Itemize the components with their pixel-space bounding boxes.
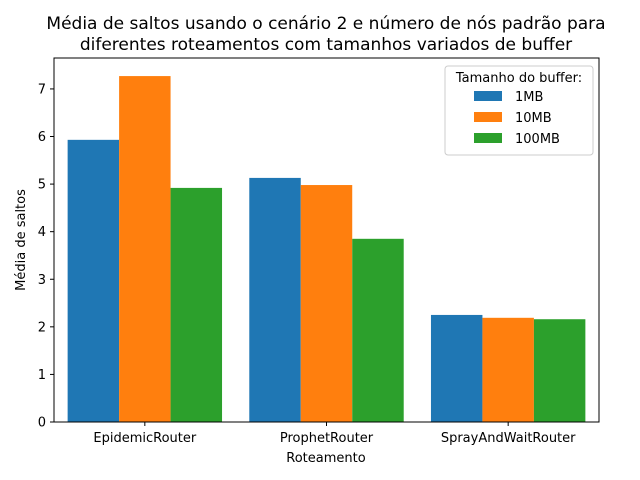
y-tick-label: 0 bbox=[38, 416, 46, 431]
legend: Tamanho do buffer: 1MB 10MB 100MB bbox=[444, 65, 594, 156]
x-tick-label: EpidemicRouter bbox=[93, 431, 196, 446]
y-tick-label: 5 bbox=[38, 178, 46, 193]
bar-1mb-epidemicrouter bbox=[67, 139, 120, 422]
legend-swatch-10mb bbox=[474, 112, 502, 122]
y-tick-label: 6 bbox=[38, 130, 46, 145]
legend-swatch-1mb bbox=[474, 91, 502, 101]
y-tick-label: 1 bbox=[38, 368, 46, 383]
y-tick-label: 2 bbox=[38, 320, 46, 335]
chart-title-line-1: Média de saltos usando o cenário 2 e núm… bbox=[46, 14, 605, 34]
x-axis: EpidemicRouter ProphetRouter SprayAndWaitR… bbox=[93, 422, 576, 446]
bar-1mb-prophetrouter bbox=[249, 177, 301, 422]
bar-100mb-sprayandwaitrouter bbox=[533, 319, 586, 422]
chart-title-line-2: diferentes roteamentos com tamanhos vari… bbox=[80, 35, 572, 55]
y-tick-label: 7 bbox=[38, 82, 46, 97]
bar-10mb-sprayandwaitrouter bbox=[482, 317, 534, 422]
x-tick-label: ProphetRouter bbox=[280, 431, 374, 446]
bar-10mb-prophetrouter bbox=[300, 185, 353, 422]
legend-label-1mb: 1MB bbox=[515, 90, 543, 105]
y-axis-label: Média de saltos bbox=[14, 189, 29, 291]
bar-10mb-epidemicrouter bbox=[119, 76, 171, 422]
y-axis: 0 1 2 3 4 5 6 7 bbox=[38, 82, 54, 431]
bar-100mb-epidemicrouter bbox=[170, 187, 223, 422]
x-tick-label: SprayAndWaitRouter bbox=[441, 431, 576, 446]
plot-frame bbox=[53, 57, 600, 423]
legend-box bbox=[444, 65, 594, 156]
legend-label-10mb: 10MB bbox=[515, 111, 552, 126]
legend-label-100mb: 100MB bbox=[515, 132, 560, 147]
bars bbox=[67, 76, 586, 422]
bar-1mb-sprayandwaitrouter bbox=[430, 314, 483, 422]
legend-title: Tamanho do buffer: bbox=[455, 71, 582, 86]
x-axis-label: Roteamento bbox=[286, 451, 365, 466]
y-tick-label: 4 bbox=[38, 225, 46, 240]
legend-swatch-100mb bbox=[474, 133, 502, 143]
bar-100mb-prophetrouter bbox=[352, 238, 404, 422]
y-tick-label: 3 bbox=[38, 273, 46, 288]
